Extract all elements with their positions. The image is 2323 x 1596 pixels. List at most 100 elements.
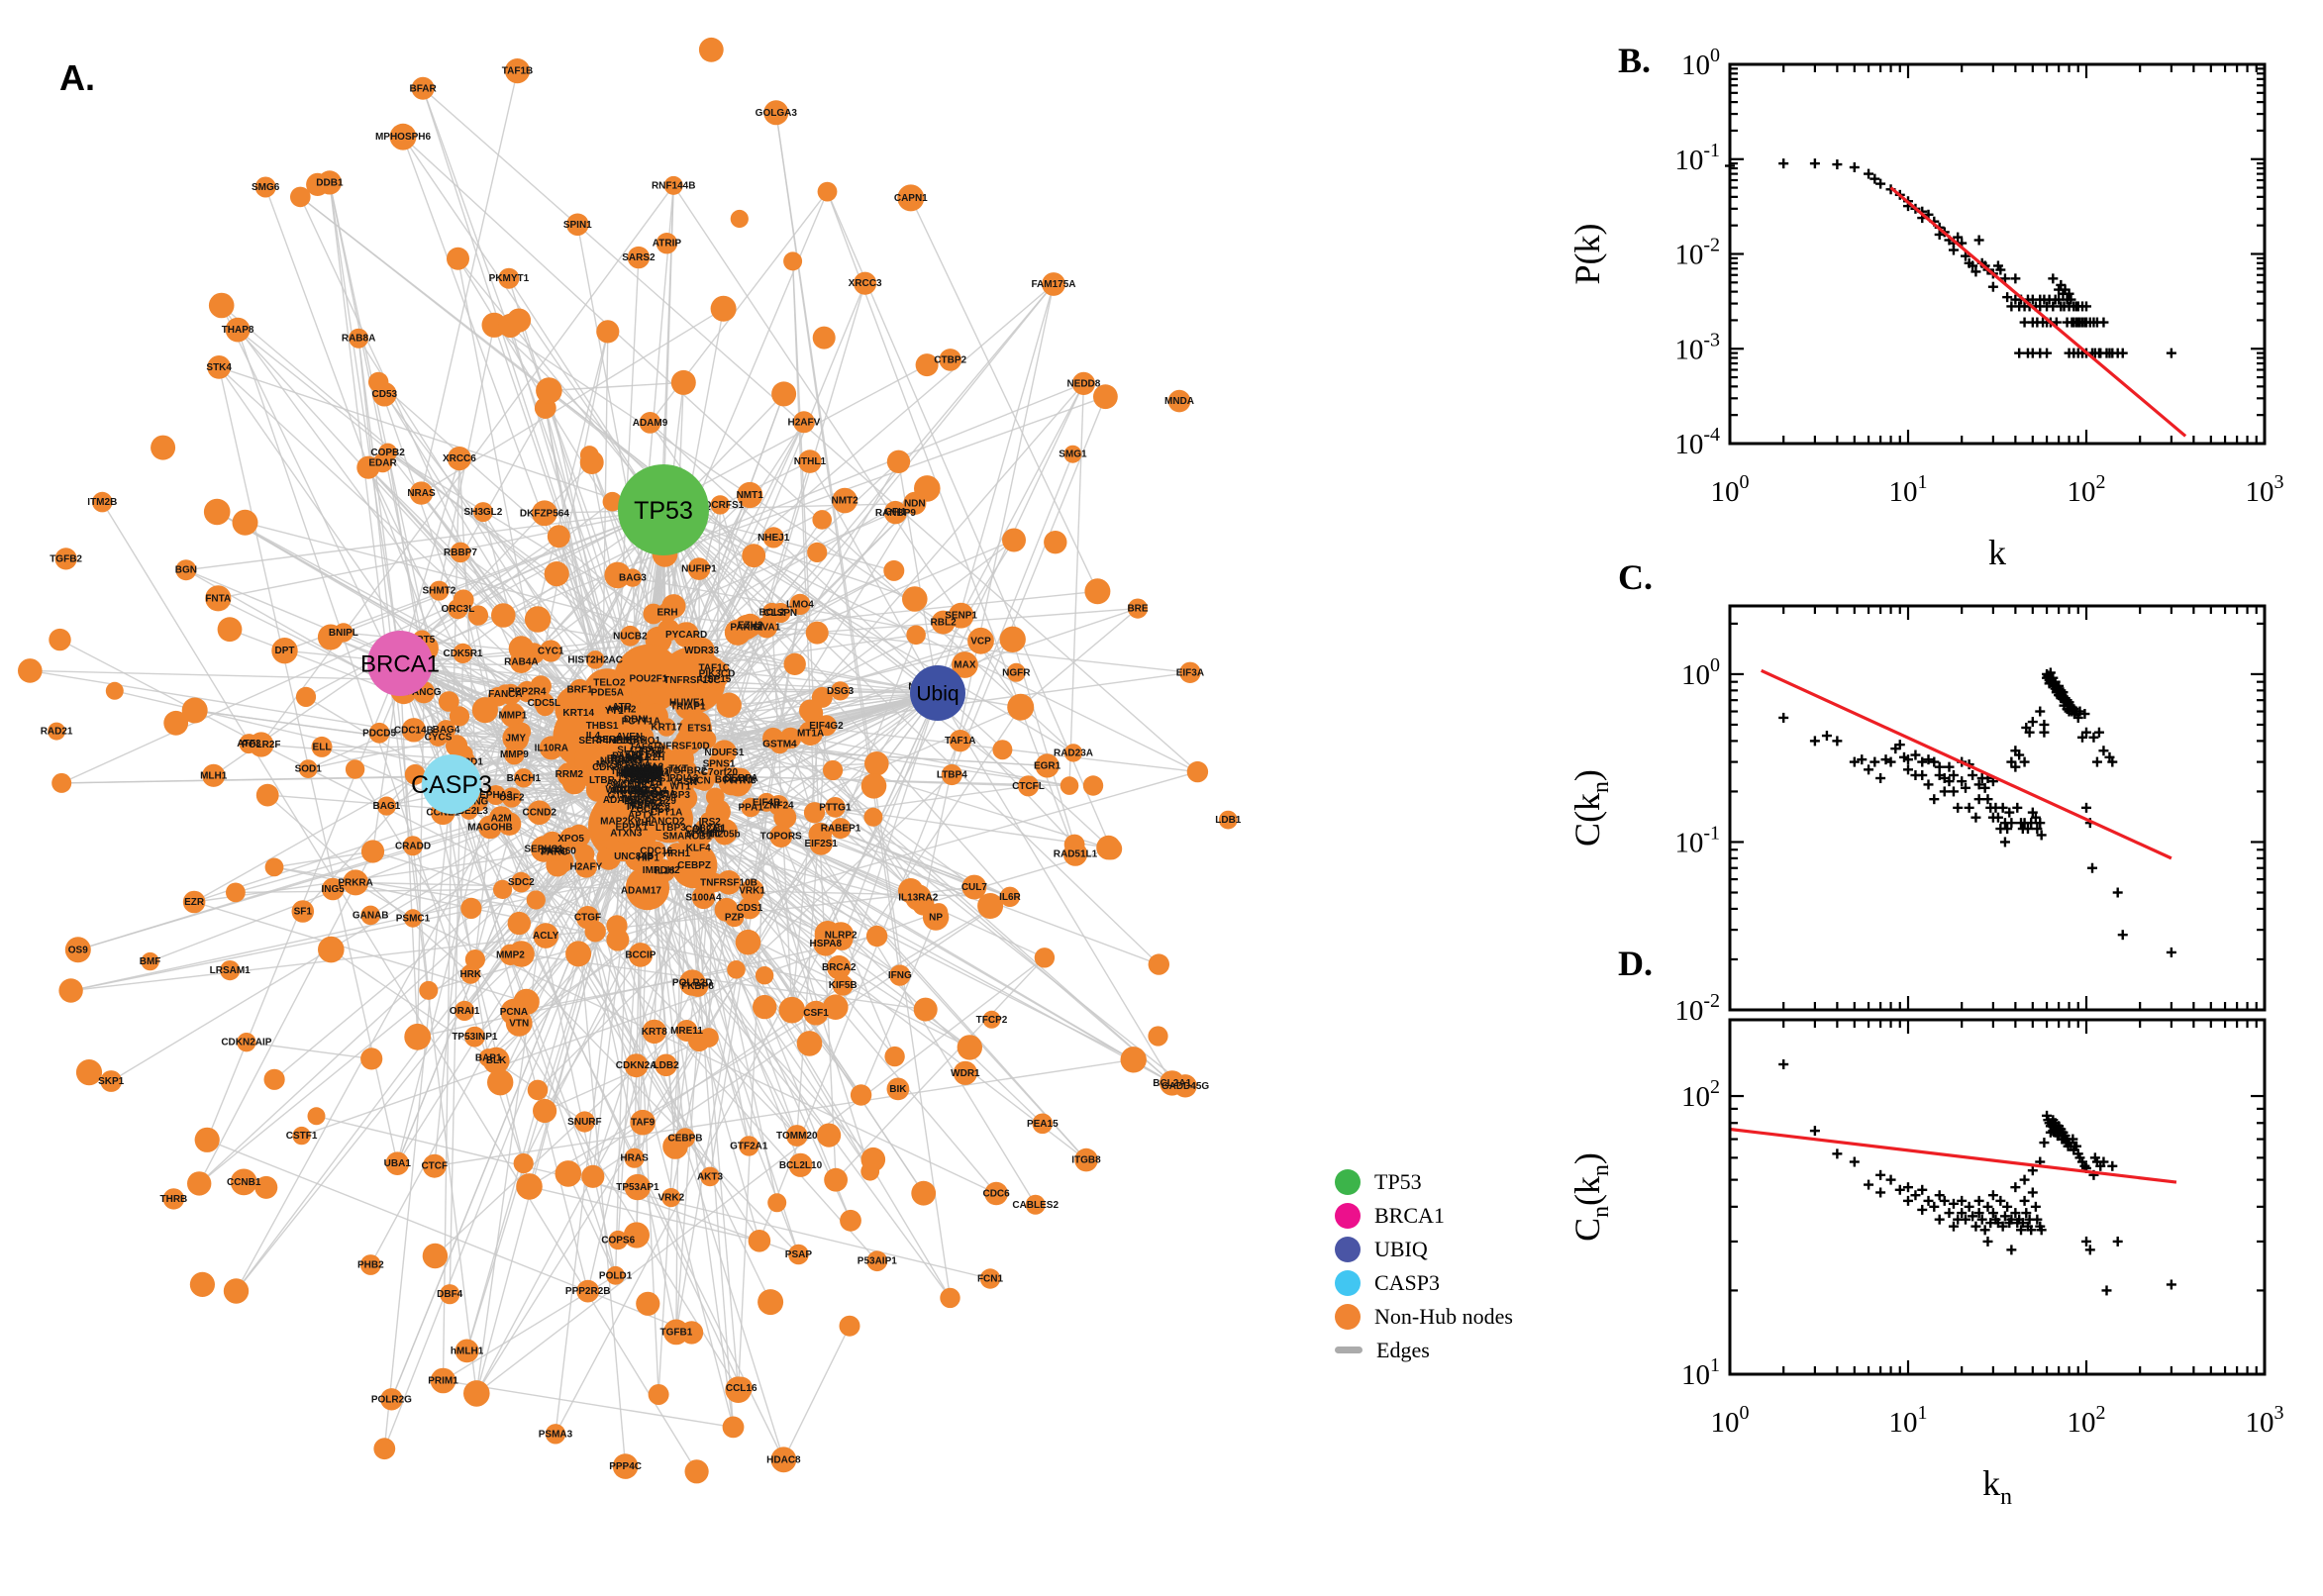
tick-label: 102 <box>1681 1076 1720 1113</box>
non-hub-node <box>1034 948 1056 968</box>
non-hub-node <box>684 1459 709 1484</box>
network-edge <box>539 812 837 1008</box>
non-hub-node <box>1179 661 1201 683</box>
node-label: IL13RA2 <box>898 893 938 904</box>
non-hub-node <box>608 1230 628 1250</box>
node-label: BAG1 <box>373 801 401 812</box>
non-hub-node <box>175 559 197 581</box>
non-hub-node <box>886 449 911 473</box>
node-label: ORAI1 <box>450 1006 480 1017</box>
node-label: VRK1 <box>739 886 765 897</box>
axis-ticks <box>1728 62 2267 446</box>
node-label: POLR2I <box>625 763 660 774</box>
network-edge <box>221 305 453 785</box>
network-edge <box>765 801 1087 1161</box>
node-label: CYCS <box>425 732 453 743</box>
non-hub-node <box>513 1152 534 1174</box>
node-label: BCL2 <box>758 607 785 618</box>
node-label: ZNF24 <box>763 800 794 811</box>
network-edge <box>960 383 1085 617</box>
non-hub-node <box>798 721 823 746</box>
network-edge <box>633 806 837 1159</box>
non-hub-node <box>656 718 676 737</box>
node-label: IL4 <box>586 731 601 742</box>
node-label: PCNA <box>500 1007 528 1018</box>
node-label: ADAM8 <box>603 795 639 806</box>
node-label: NCL <box>620 786 641 797</box>
node-label: PCYT1A <box>622 717 660 728</box>
non-hub-node <box>504 745 525 765</box>
node-label: MPHOSPH6 <box>375 132 432 143</box>
node-label: POLR2G <box>371 1394 412 1405</box>
node-label: POLR2H <box>625 752 665 763</box>
plot-frame <box>1728 62 2267 446</box>
network-edge <box>662 509 817 1014</box>
node-label: BNIP3L <box>626 767 661 778</box>
network-edge <box>544 1037 710 1112</box>
non-hub-node <box>854 271 877 295</box>
non-hub-node <box>624 1053 649 1078</box>
non-hub-node <box>422 1243 449 1269</box>
network-edge <box>402 136 1074 753</box>
non-hub-node <box>1093 384 1118 410</box>
node-label: CCNE1 <box>426 808 459 819</box>
hub-node-brca1 <box>367 631 433 696</box>
non-hub-node <box>830 818 852 840</box>
tick-label: 102 <box>2068 471 2106 508</box>
node-label: EIF4G2 <box>809 721 844 732</box>
node-label: KRT8 <box>642 1027 668 1038</box>
tick-label: 102 <box>2068 1402 2106 1439</box>
non-hub-node <box>627 246 651 269</box>
node-label: GFI1 <box>884 507 907 518</box>
non-hub-node <box>225 317 251 343</box>
non-hub-node <box>803 802 826 824</box>
node-label: TAF6 <box>629 743 654 753</box>
tick-label: 101 <box>1889 471 1928 508</box>
non-hub-node <box>566 213 589 237</box>
non-hub-node <box>1063 744 1083 762</box>
non-hub-node <box>292 1126 311 1146</box>
non-hub-node <box>999 886 1021 907</box>
node-label: CDS1 <box>737 903 763 914</box>
node-label: A2M <box>491 814 512 825</box>
non-hub-node <box>1044 531 1067 554</box>
node-label: LDB2 <box>654 1060 680 1071</box>
non-hub-node <box>264 857 284 877</box>
node-label: EZH2 <box>738 621 763 632</box>
hub-label-brca1: BRCA1 <box>360 650 440 677</box>
node-label: PTTG1 <box>819 802 852 813</box>
non-hub-node <box>1127 598 1149 619</box>
non-hub-node <box>1218 810 1238 830</box>
node-label: POLD1 <box>599 1270 633 1281</box>
non-hub-node <box>526 890 546 910</box>
non-hub-node <box>453 643 473 664</box>
panel-label-b: B. <box>1618 41 1652 80</box>
node-label: KIF5B <box>829 980 858 991</box>
non-hub-node <box>478 815 502 840</box>
node-label: PARC <box>541 847 568 857</box>
non-hub-node <box>404 1023 432 1050</box>
node-label: CDK5R1 <box>443 648 482 659</box>
node-label: TP53AP1 <box>616 1182 659 1193</box>
node-label: ATRIP <box>653 239 682 249</box>
node-label: PPA1 <box>739 803 764 814</box>
node-label: BRCA2 <box>822 962 857 973</box>
node-label: WDR1 <box>951 1068 980 1079</box>
non-hub-node <box>716 870 742 895</box>
tick-label: 10-1 <box>1674 140 1720 176</box>
non-hub-node <box>482 1047 510 1074</box>
non-hub-node <box>438 691 459 712</box>
non-hub-node <box>380 1388 403 1411</box>
non-hub-node <box>576 1279 600 1303</box>
node-label: NTHL1 <box>794 456 827 467</box>
non-hub-node <box>656 602 678 623</box>
non-hub-node <box>860 773 887 799</box>
network-edge <box>778 744 1173 1084</box>
node-label: COPS6 <box>601 1236 635 1247</box>
non-hub-node <box>979 1268 1001 1289</box>
non-hub-node <box>360 1047 383 1070</box>
non-hub-node <box>585 650 605 669</box>
non-hub-node <box>202 763 226 787</box>
node-label: PIM1 <box>631 767 655 778</box>
node-label: RAD21 <box>41 727 73 738</box>
